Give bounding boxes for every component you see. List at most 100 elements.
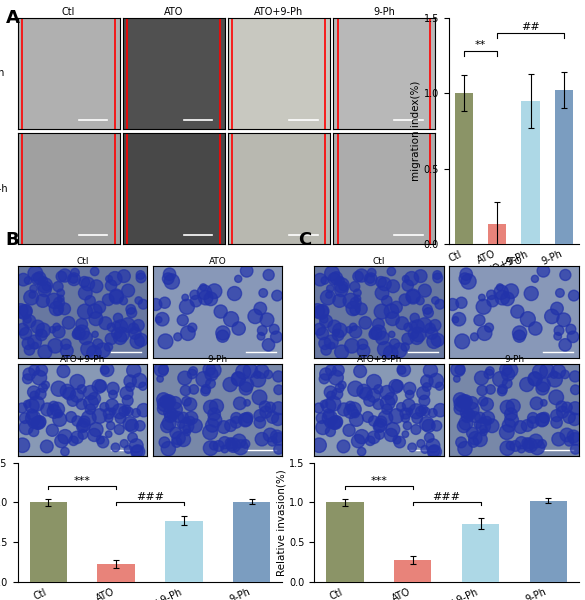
Bar — [233, 502, 270, 582]
Point — [259, 101, 269, 111]
Point — [449, 240, 459, 250]
Text: B: B — [6, 231, 19, 249]
Point — [419, 304, 428, 313]
Point — [442, 115, 451, 125]
Point — [450, 16, 459, 26]
Text: ***: *** — [370, 476, 387, 485]
Point — [574, 31, 584, 40]
Point — [153, 86, 162, 95]
Point — [575, 77, 584, 86]
Point — [368, 6, 377, 16]
Point — [534, 81, 543, 91]
Point — [556, 101, 565, 111]
Point — [175, 175, 184, 184]
Point — [517, 182, 526, 191]
Point — [278, 77, 288, 86]
Point — [261, 23, 270, 32]
Bar — [488, 224, 507, 244]
Bar — [530, 501, 567, 582]
Point — [471, 118, 480, 127]
Point — [454, 70, 463, 80]
Text: ###: ### — [433, 491, 461, 502]
Point — [557, 82, 566, 91]
Title: 9-Ph: 9-Ph — [504, 355, 524, 364]
Point — [156, 143, 166, 152]
Title: ATO+9-Ph: ATO+9-Ph — [356, 355, 402, 364]
Point — [395, 26, 405, 36]
Point — [523, 154, 532, 164]
Text: A: A — [6, 9, 20, 27]
Point — [461, 69, 470, 79]
Y-axis label: 0h: 0h — [0, 68, 4, 79]
Point — [432, 277, 441, 286]
Point — [237, 195, 246, 205]
Point — [233, 161, 242, 171]
Point — [520, 78, 529, 88]
Title: 9-Ph: 9-Ph — [208, 355, 228, 364]
Text: ###: ### — [136, 491, 164, 502]
Point — [432, 25, 442, 34]
Point — [565, 56, 574, 65]
Text: C: C — [298, 231, 312, 249]
Point — [409, 0, 418, 7]
Point — [449, 86, 459, 95]
Point — [477, 266, 486, 275]
Point — [508, 362, 518, 371]
Point — [395, 50, 404, 59]
Bar — [555, 91, 573, 244]
Title: 9-Ph: 9-Ph — [373, 7, 395, 17]
Point — [122, 304, 132, 313]
Title: Ctl: Ctl — [76, 257, 89, 266]
Bar — [521, 101, 540, 244]
Point — [534, 195, 543, 205]
Point — [270, 98, 280, 107]
Point — [521, 179, 531, 189]
Point — [422, 192, 431, 202]
Title: ATO+9-Ph: ATO+9-Ph — [254, 7, 304, 17]
Point — [483, 234, 492, 244]
Point — [219, 57, 229, 67]
Point — [330, 156, 339, 166]
Bar — [30, 502, 67, 582]
Point — [516, 57, 525, 67]
Text: **: ** — [475, 40, 486, 50]
Point — [494, 252, 503, 262]
Point — [445, 47, 455, 56]
Point — [526, 241, 535, 251]
Point — [326, 253, 336, 262]
Point — [491, 51, 501, 61]
Point — [311, 55, 320, 64]
Title: ATO: ATO — [209, 257, 226, 266]
Bar — [394, 560, 431, 582]
Point — [510, 226, 519, 235]
Point — [344, 131, 353, 141]
Point — [517, 103, 526, 113]
Point — [295, 97, 304, 107]
Title: ATO: ATO — [164, 7, 184, 17]
Point — [565, 47, 574, 56]
Point — [125, 46, 134, 56]
Bar — [462, 524, 499, 582]
Text: ***: *** — [74, 476, 91, 485]
Point — [441, 57, 450, 67]
Point — [525, 187, 535, 197]
Point — [472, 175, 481, 184]
Point — [522, 130, 531, 140]
Point — [209, 25, 218, 34]
Point — [344, 315, 353, 325]
Point — [225, 179, 234, 189]
Point — [529, 161, 539, 171]
Point — [453, 143, 462, 152]
Bar — [166, 521, 202, 582]
Point — [144, 57, 153, 67]
Point — [356, 335, 365, 344]
Title: Ctl: Ctl — [62, 7, 75, 17]
Point — [558, 23, 567, 32]
Point — [186, 234, 195, 244]
Title: Ctl: Ctl — [373, 257, 386, 266]
Point — [374, 44, 384, 54]
Y-axis label: Relative invasion(%): Relative invasion(%) — [276, 469, 287, 575]
Y-axis label: migration index(%): migration index(%) — [411, 81, 421, 181]
Point — [394, 168, 404, 178]
Title: ATO+9-Ph: ATO+9-Ph — [60, 355, 105, 364]
